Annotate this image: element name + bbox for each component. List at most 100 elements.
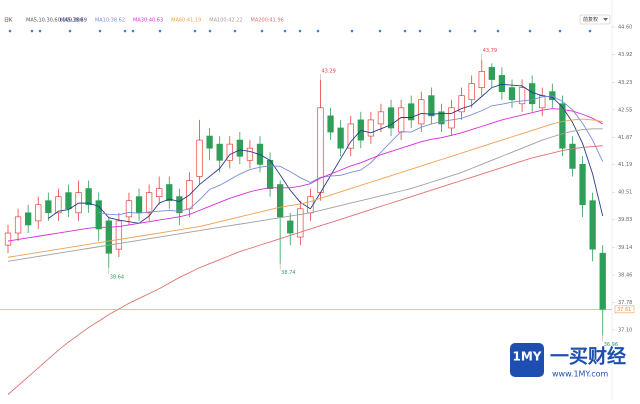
candle-body — [65, 192, 72, 210]
event-dot — [528, 29, 532, 33]
logo: 1MY — [513, 350, 542, 364]
event-dot — [298, 29, 302, 33]
event-dot — [30, 29, 34, 33]
legend-entry: MA10:38.62 — [95, 18, 125, 24]
candle-body — [277, 184, 284, 218]
candle-body — [166, 184, 173, 202]
event-dot — [98, 29, 102, 33]
ma-line — [7, 145, 603, 395]
candle-body — [367, 119, 375, 137]
candle-body — [428, 95, 435, 117]
candle-body — [236, 139, 243, 157]
watermark-url: www.1MY.com — [552, 370, 609, 379]
ma-line — [7, 108, 603, 242]
candle-body — [408, 103, 415, 121]
y-tick-label: 39.83 — [618, 217, 632, 223]
candle-body — [488, 67, 495, 80]
event-dot — [350, 29, 354, 33]
y-tick-label: 40.51 — [618, 190, 632, 196]
event-dot — [158, 29, 162, 33]
candle-body — [135, 196, 143, 214]
watermark-title: 一买财经 — [550, 345, 626, 368]
legend-entry: MA200:41.96 — [251, 18, 284, 24]
candle-body — [397, 107, 405, 133]
y-tick-label: 37.78 — [618, 300, 632, 306]
candle-body — [478, 71, 485, 88]
extreme-label: 38.64 — [110, 274, 124, 280]
candle-body — [246, 147, 254, 161]
y-tick-label: 42.55 — [618, 107, 632, 113]
event-dot — [208, 29, 212, 33]
candle-body — [95, 200, 102, 230]
y-tick-label: 41.19 — [618, 162, 632, 168]
candle-body — [458, 95, 465, 113]
y-tick-label: 39.14 — [618, 245, 632, 251]
candle-body — [287, 220, 294, 234]
candle-body — [266, 159, 274, 189]
y-tick-label: 38.46 — [618, 273, 632, 279]
event-dot — [68, 29, 72, 33]
candle-body — [216, 143, 223, 161]
event-dot — [283, 29, 287, 33]
event-dot — [260, 29, 264, 33]
legend-entry: MA100:42.22 — [209, 18, 242, 24]
y-tick-label: 41.87 — [618, 135, 632, 141]
ma-line — [7, 118, 603, 258]
extreme-label: 43.79 — [483, 48, 497, 54]
event-dot — [8, 29, 12, 33]
event-dot — [588, 29, 592, 33]
indicator: MA5,10,30,60,100,200 — [26, 18, 83, 24]
button-frame[interactable] — [579, 14, 611, 25]
button-label[interactable]: 前复权 — [583, 16, 598, 23]
y-tick-label: 37.10 — [618, 327, 632, 333]
candle-body — [589, 200, 596, 250]
event-dot — [448, 29, 452, 33]
candle-body — [518, 87, 526, 105]
candle-body — [327, 115, 334, 133]
candle-body — [438, 111, 445, 125]
candle-body — [115, 220, 123, 250]
candle-body — [337, 127, 344, 149]
candle-body — [599, 252, 606, 311]
y-tick-label: 43.92 — [618, 52, 632, 58]
candle-body — [307, 196, 314, 214]
candle-body — [317, 107, 324, 193]
y-tick-label: 43.23 — [618, 80, 632, 86]
event-dot — [123, 29, 127, 33]
legend-entry: MA60:41.19 — [171, 18, 201, 24]
candle-body — [297, 208, 304, 238]
candle-body — [125, 200, 133, 218]
candle-body — [377, 111, 385, 125]
candle-body — [156, 188, 163, 198]
event-dot — [233, 29, 237, 33]
adjust-button[interactable]: 前复权 — [579, 14, 611, 25]
candle-body — [176, 196, 183, 214]
event-dot — [473, 29, 477, 33]
candle-body — [206, 135, 213, 149]
ma-line — [48, 83, 604, 224]
event-dot — [558, 29, 562, 33]
legend-entry: MA30:40.63 — [133, 18, 163, 24]
button-arrow[interactable] — [603, 18, 608, 21]
price-box — [614, 305, 635, 314]
candle-body — [508, 87, 516, 101]
candle-body — [35, 204, 42, 222]
event-dot — [418, 29, 422, 33]
event-dot — [403, 29, 407, 33]
ma-line — [98, 95, 604, 216]
watermark: 1MY 一买财经 www.1MY.com — [510, 343, 626, 379]
extreme-label: 38.74 — [281, 270, 295, 276]
candle-body — [579, 163, 586, 206]
candle-body — [347, 123, 354, 149]
candle-body — [105, 220, 112, 254]
candle-body — [498, 75, 506, 92]
event-dot — [38, 29, 42, 33]
candle-body — [448, 107, 455, 129]
candle-body — [4, 232, 12, 246]
event-dot — [193, 29, 197, 33]
candle-body — [569, 143, 576, 169]
candle-body — [418, 99, 425, 125]
price-label: 37.61 — [617, 307, 631, 313]
candle-body — [226, 143, 233, 161]
